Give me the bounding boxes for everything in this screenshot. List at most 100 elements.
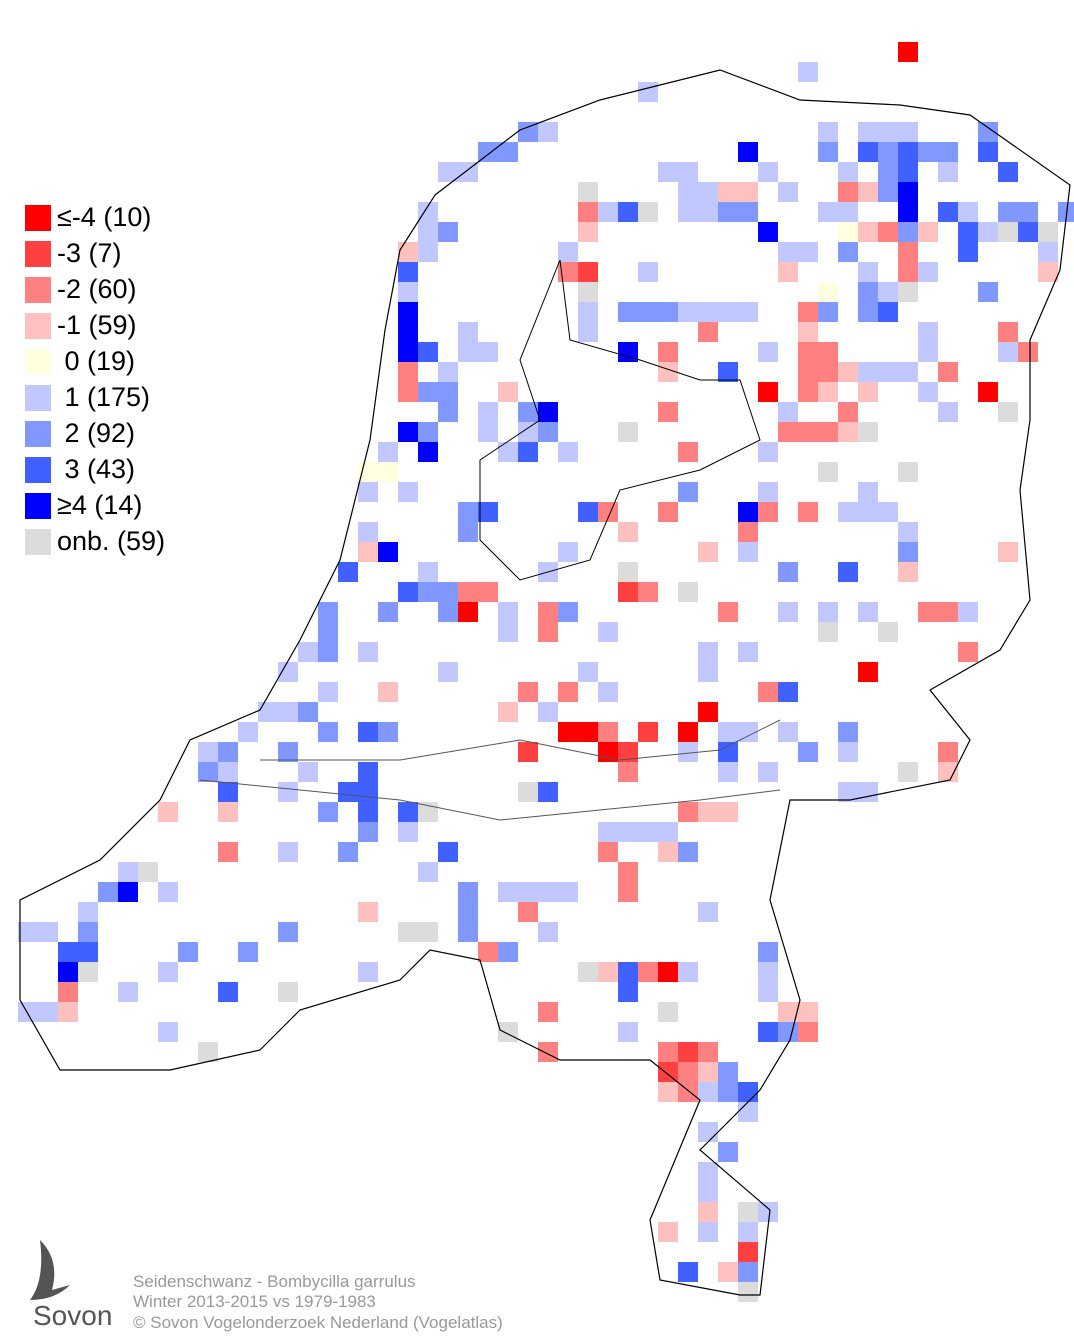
grid-cell [398,282,418,302]
grid-cell [478,582,498,602]
grid-cell [458,522,478,542]
grid-cell [998,202,1018,222]
grid-cell [458,502,478,522]
grid-cell [598,822,618,842]
grid-cell [898,462,918,482]
grid-cell [518,882,538,902]
grid-cell [258,702,278,722]
grid-cell [538,702,558,722]
grid-cell [678,582,698,602]
grid-cell [898,222,918,242]
grid-cell [618,562,638,582]
grid-cell [898,522,918,542]
grid-cell [478,402,498,422]
legend-swatch [25,313,51,339]
grid-cell [518,442,538,462]
grid-cell [358,902,378,922]
grid-cell [358,522,378,542]
grid-cell [778,1002,798,1022]
grid-cell [518,782,538,802]
grid-cell [798,1002,818,1022]
grid-cell [978,222,998,242]
grid-cell [318,622,338,642]
grid-cell [598,722,618,742]
grid-cell [798,1022,818,1042]
grid-cell [498,942,518,962]
grid-cell [618,882,638,902]
grid-cell [318,602,338,622]
grid-cell [238,942,258,962]
grid-cell [578,502,598,522]
grid-cell [398,422,418,442]
grid-cell [198,742,218,762]
grid-cell [218,742,238,762]
grid-cell [978,382,998,402]
grid-cell [38,922,58,942]
grid-cell [938,402,958,422]
grid-cell [218,982,238,1002]
grid-cell [618,522,638,542]
grid-cell [658,822,678,842]
grid-cell [658,1222,678,1242]
grid-cell [118,862,138,882]
grid-cell [698,1202,718,1222]
rivers [199,719,781,821]
grid-cell [858,262,878,282]
grid-cell [178,942,198,962]
grid-cell [678,302,698,322]
grid-cell [498,622,518,642]
grid-cell [418,802,438,822]
grid-cell [358,462,378,482]
legend-label: ≥4 (14) [57,490,142,520]
grid-cell [318,722,338,742]
legend-swatch [25,205,51,231]
grid-cell [918,602,938,622]
grid-cell [678,962,698,982]
grid-cell [798,742,818,762]
grid-cell [738,1242,758,1262]
grid-cell [698,802,718,822]
grid-cell [418,222,438,242]
grid-cell [398,242,418,262]
grid-cell [858,602,878,622]
grid-cell [778,422,798,442]
grid-cell [718,722,738,742]
grid-cell [538,1002,558,1022]
grid-cell [938,742,958,762]
grid-cell [878,362,898,382]
grid-cell [678,442,698,462]
grid-cell [198,762,218,782]
grid-cell [558,682,578,702]
grid-cell [478,422,498,442]
grid-cell [278,922,298,942]
legend-label: -2 (60) [57,274,137,304]
grid-cell [58,962,78,982]
grid-cell [378,722,398,742]
grid-cell [1038,242,1058,262]
grid-cell [698,1182,718,1202]
grid-cell [578,182,598,202]
grid-cell [558,722,578,742]
grid-cell [858,482,878,502]
grid-cell [278,982,298,1002]
grid-cell [38,1002,58,1022]
grid-cell [518,422,538,442]
legend-swatch [25,529,51,555]
grid-cell [398,362,418,382]
grid-cell [958,602,978,622]
grid-cell [438,382,458,402]
grid-cell [1038,222,1058,242]
grid-cell [718,602,738,622]
grid-cell [698,1162,718,1182]
legend-label: 1 (175) [57,382,150,412]
grid-cell [938,202,958,222]
grid-cell [798,242,818,262]
grid-cell [698,542,718,562]
grid-cell [658,162,678,182]
grid-cell [758,982,778,1002]
grid-cell [778,562,798,582]
grid-cell [878,222,898,242]
legend-label: 3 (43) [57,454,135,484]
grid-cell [638,302,658,322]
